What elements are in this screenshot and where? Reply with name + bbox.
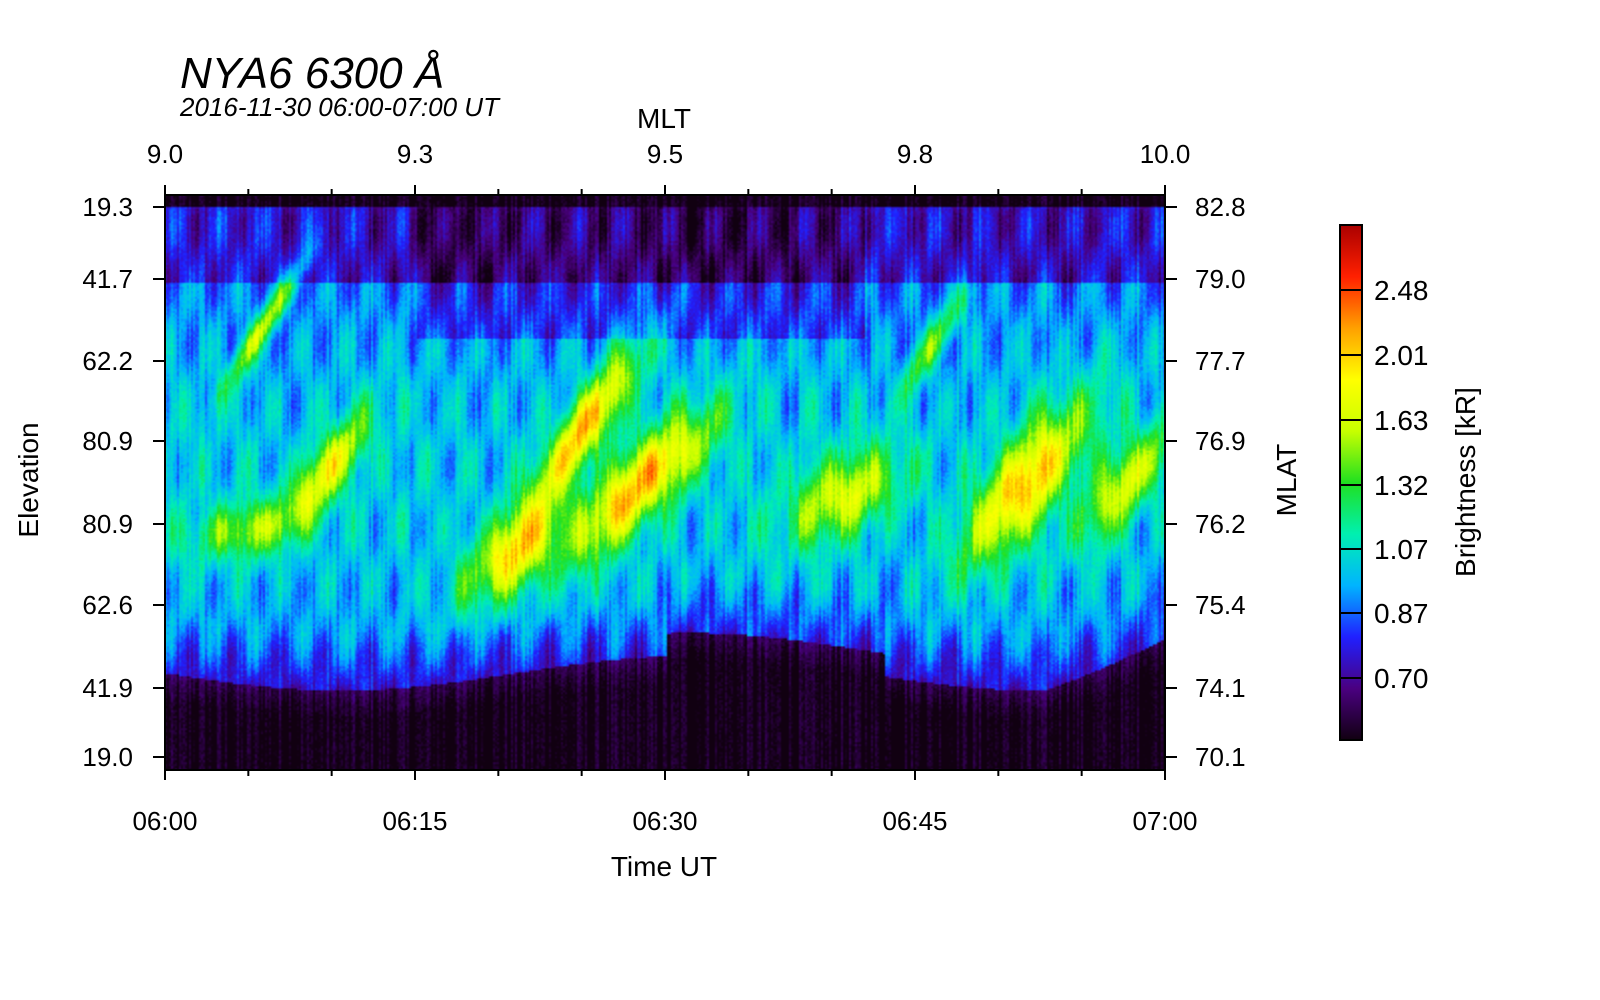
colorbar-tick-label: 1.07 [1374, 534, 1429, 565]
y2-tick-label: 79.0 [1195, 264, 1246, 294]
y2-axis-label: MLAT [1271, 444, 1302, 517]
y-tick-label: 62.6 [82, 590, 133, 620]
colorbar-tick-label: 1.32 [1374, 470, 1429, 501]
x2-tick-label: 9.3 [397, 139, 433, 169]
y2-axis-ticks: 82.8 79.0 77.7 76.9 76.2 75.4 74.1 70.1 [1165, 192, 1246, 772]
y-tick-label: 41.9 [82, 673, 133, 703]
colorbar-ticks: 2.48 2.01 1.63 1.32 1.07 0.87 0.70 [1340, 275, 1429, 694]
y-tick-label: 62.2 [82, 346, 133, 376]
x2-tick-label: 10.0 [1140, 139, 1191, 169]
x-tick-label: 07:00 [1132, 806, 1197, 836]
x2-tick-label: 9.8 [897, 139, 933, 169]
y-tick-label: 80.9 [82, 426, 133, 456]
y2-tick-label: 82.8 [1195, 192, 1246, 222]
y-tick-label: 19.0 [82, 742, 133, 772]
x-axis-label: Time UT [611, 851, 717, 882]
y2-tick-label: 76.2 [1195, 509, 1246, 539]
keogram-image-container [165, 195, 1165, 770]
colorbar [1339, 224, 1363, 741]
colorbar-label: Brightness [kR] [1450, 387, 1481, 577]
colorbar-tick-label: 2.01 [1374, 340, 1429, 371]
colorbar-tick-label: 0.70 [1374, 663, 1429, 694]
keogram-image [165, 195, 1165, 770]
y2-tick-label: 77.7 [1195, 346, 1246, 376]
chart-title: NYA6 6300 Å [180, 49, 444, 98]
colorbar-tick-label: 1.63 [1374, 405, 1429, 436]
x-tick-label: 06:30 [632, 806, 697, 836]
y-tick-label: 41.7 [82, 264, 133, 294]
y2-tick-label: 76.9 [1195, 426, 1246, 456]
colorbar-tick-label: 0.87 [1374, 598, 1429, 629]
y-axis-label: Elevation [13, 422, 44, 537]
y-tick-label: 80.9 [82, 509, 133, 539]
x2-tick-label: 9.5 [647, 139, 683, 169]
x-axis-ticks: 06:00 06:15 06:30 06:45 07:00 [132, 770, 1198, 836]
x-tick-label: 06:15 [382, 806, 447, 836]
x-tick-label: 06:00 [132, 806, 197, 836]
colorbar-tick-label: 2.48 [1374, 275, 1429, 306]
x2-axis-label: MLT [637, 103, 691, 134]
x2-axis-ticks: 9.0 9.3 9.5 9.8 10.0 [147, 139, 1190, 195]
x-tick-label: 06:45 [882, 806, 947, 836]
x2-tick-label: 9.0 [147, 139, 183, 169]
y2-tick-label: 75.4 [1195, 590, 1246, 620]
y-tick-label: 19.3 [82, 192, 133, 222]
y-axis-ticks: 19.3 41.7 62.2 80.9 80.9 62.6 41.9 19.0 [82, 192, 165, 772]
y2-tick-label: 74.1 [1195, 673, 1246, 703]
y2-tick-label: 70.1 [1195, 742, 1246, 772]
chart-subtitle: 2016-11-30 06:00-07:00 UT [179, 92, 501, 122]
